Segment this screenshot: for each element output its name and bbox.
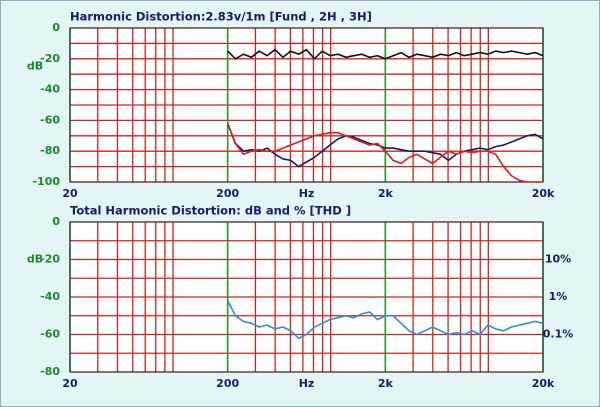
- x-tick-label: 20: [62, 377, 78, 390]
- x-axis-label: Hz: [299, 377, 315, 390]
- y-tick-label: 0: [52, 215, 60, 228]
- x-tick-label: 20: [62, 187, 78, 200]
- y-tick-label: 0: [52, 21, 60, 34]
- y-axis-label: dB: [27, 253, 43, 266]
- y-tick-label: -60: [40, 113, 60, 126]
- x-axis-label: Hz: [299, 187, 315, 200]
- data-line: [227, 48, 544, 60]
- data-line: [226, 123, 543, 183]
- y-tick-label: -80: [40, 144, 60, 157]
- y-tick-label: -40: [40, 83, 60, 96]
- x-tick-label: 20k: [532, 187, 555, 200]
- y2-tick-label: 1%: [549, 290, 568, 303]
- x-tick-label: 200: [216, 377, 239, 390]
- plot-frame: [69, 221, 544, 373]
- x-tick-label: 2k: [378, 377, 394, 390]
- y-tick-label: -40: [40, 290, 60, 303]
- y-tick-label: -20: [40, 253, 60, 266]
- y2-tick-label: 0.1%: [543, 328, 574, 341]
- y-tick-label: -80: [40, 365, 60, 378]
- y2-tick-label: 10%: [545, 253, 571, 266]
- chart-title: Harmonic Distortion:2.83v/1m [Fund , 2H …: [70, 10, 372, 24]
- x-tick-label: 2k: [378, 187, 394, 200]
- x-tick-label: 200: [216, 187, 239, 200]
- y-tick-label: -100: [32, 175, 60, 188]
- data-line: [226, 300, 544, 340]
- y-axis-label: dB: [27, 60, 43, 73]
- chart-title: Total Harmonic Distortion: dB and % [THD…: [70, 204, 351, 218]
- data-line: [226, 123, 544, 168]
- y-tick-label: -20: [40, 52, 60, 65]
- y-tick-label: -60: [40, 328, 60, 341]
- x-tick-label: 20k: [532, 377, 555, 390]
- plot-frame: [69, 27, 544, 183]
